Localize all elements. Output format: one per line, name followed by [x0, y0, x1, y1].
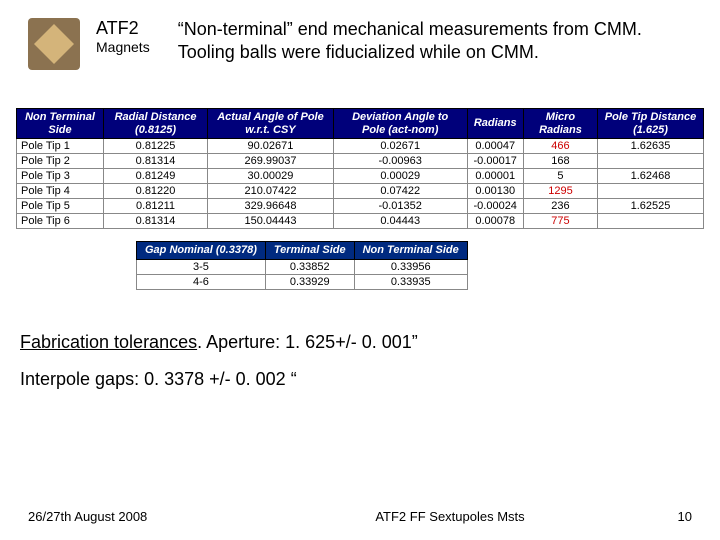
table-cell: 168 — [523, 154, 597, 169]
t1-h2: Actual Angle of Pole w.r.t. CSY — [208, 109, 334, 139]
header-left: ATF2 Magnets — [96, 18, 150, 55]
table-cell: 0.07422 — [333, 184, 467, 199]
footer-title: ATF2 FF Sextupoles Msts — [268, 509, 632, 524]
table-cell: 1295 — [523, 184, 597, 199]
slide-header: ATF2 Magnets “Non-terminal” end mechanic… — [0, 0, 720, 80]
t1-h5: Micro Radians — [523, 109, 597, 139]
table-cell: 0.00078 — [467, 214, 523, 229]
table-cell — [597, 214, 703, 229]
atf2-logo — [28, 18, 80, 70]
table-cell: 0.33956 — [354, 259, 467, 274]
table-row: 4-60.339290.33935 — [137, 274, 468, 289]
table-cell: 0.81314 — [104, 214, 208, 229]
table-cell: 466 — [523, 139, 597, 154]
table-cell: 1.62635 — [597, 139, 703, 154]
interpole-line: Interpole gaps: 0. 3378 +/- 0. 002 “ — [20, 369, 700, 390]
table-cell: Pole Tip 1 — [17, 139, 104, 154]
title-row: ATF2 Magnets “Non-terminal” end mechanic… — [96, 18, 658, 65]
table-cell: 775 — [523, 214, 597, 229]
table-cell: 210.07422 — [208, 184, 334, 199]
t1-h0: Non Terminal Side — [17, 109, 104, 139]
table-cell — [597, 154, 703, 169]
table-cell: 0.00047 — [467, 139, 523, 154]
table-cell: 0.33852 — [265, 259, 354, 274]
table-cell: 4-6 — [137, 274, 266, 289]
table2-wrapper: Gap Nominal (0.3378) Terminal Side Non T… — [136, 241, 704, 290]
table-cell: -0.01352 — [333, 199, 467, 214]
table-cell: Pole Tip 6 — [17, 214, 104, 229]
t1-h1: Radial Distance (0.8125) — [104, 109, 208, 139]
fabrication-line: Fabrication tolerances. Aperture: 1. 625… — [20, 332, 700, 353]
gap-table: Gap Nominal (0.3378) Terminal Side Non T… — [136, 241, 468, 290]
table-cell: 0.33929 — [265, 274, 354, 289]
table-cell: 0.33935 — [354, 274, 467, 289]
table-cell: 0.81220 — [104, 184, 208, 199]
table-cell: Pole Tip 2 — [17, 154, 104, 169]
table-cell: -0.00963 — [333, 154, 467, 169]
header-text-block: ATF2 Magnets “Non-terminal” end mechanic… — [96, 18, 658, 65]
table-cell: 1.62525 — [597, 199, 703, 214]
table-cell: 5 — [523, 169, 597, 184]
table-cell: Pole Tip 3 — [17, 169, 104, 184]
table-cell: 0.02671 — [333, 139, 467, 154]
table-cell: -0.00024 — [467, 199, 523, 214]
t2-h1: Terminal Side — [265, 242, 354, 260]
table-cell: 1.62468 — [597, 169, 703, 184]
table1-wrapper: Non Terminal Side Radial Distance (0.812… — [16, 108, 704, 290]
table-cell: Pole Tip 5 — [17, 199, 104, 214]
t1-h3: Deviation Angle to Pole (act-nom) — [333, 109, 467, 139]
table-cell: 269.99037 — [208, 154, 334, 169]
fab-label: Fabrication tolerances — [20, 332, 197, 352]
table-cell: -0.00017 — [467, 154, 523, 169]
table-cell: 0.81225 — [104, 139, 208, 154]
header-description: “Non-terminal” end mechanical measuremen… — [178, 18, 658, 65]
table-row: Pole Tip 10.8122590.026710.026710.000474… — [17, 139, 704, 154]
table-cell: 0.00130 — [467, 184, 523, 199]
slide-footer: 26/27th August 2008 ATF2 FF Sextupoles M… — [0, 509, 720, 524]
table-cell — [597, 184, 703, 199]
table-row: Pole Tip 20.81314269.99037-0.00963-0.000… — [17, 154, 704, 169]
fab-rest: . Aperture: 1. 625+/- 0. 001” — [197, 332, 418, 352]
table-cell: 329.96648 — [208, 199, 334, 214]
table-cell: 3-5 — [137, 259, 266, 274]
measurements-table: Non Terminal Side Radial Distance (0.812… — [16, 108, 704, 229]
atf2-title: ATF2 — [96, 18, 150, 39]
table-cell: Pole Tip 4 — [17, 184, 104, 199]
footer-date: 26/27th August 2008 — [28, 509, 268, 524]
table-cell: 0.81314 — [104, 154, 208, 169]
table-cell: 0.81211 — [104, 199, 208, 214]
table-row: Pole Tip 50.81211329.96648-0.01352-0.000… — [17, 199, 704, 214]
table-cell: 30.00029 — [208, 169, 334, 184]
t2-h2: Non Terminal Side — [354, 242, 467, 260]
table-row: 3-50.338520.33956 — [137, 259, 468, 274]
table-row: Pole Tip 60.81314150.044430.044430.00078… — [17, 214, 704, 229]
table-cell: 0.00001 — [467, 169, 523, 184]
table-cell: 150.04443 — [208, 214, 334, 229]
t1-h4: Radians — [467, 109, 523, 139]
table-cell: 0.04443 — [333, 214, 467, 229]
t2-h0: Gap Nominal (0.3378) — [137, 242, 266, 260]
table-cell: 90.02671 — [208, 139, 334, 154]
table-row: Pole Tip 30.8124930.000290.000290.000015… — [17, 169, 704, 184]
t1-h6: Pole Tip Distance (1.625) — [597, 109, 703, 139]
table-cell: 0.00029 — [333, 169, 467, 184]
magnets-subtitle: Magnets — [96, 39, 150, 55]
table-cell: 0.81249 — [104, 169, 208, 184]
table-row: Pole Tip 40.81220210.074220.074220.00130… — [17, 184, 704, 199]
footer-page: 10 — [632, 509, 692, 524]
table-cell: 236 — [523, 199, 597, 214]
